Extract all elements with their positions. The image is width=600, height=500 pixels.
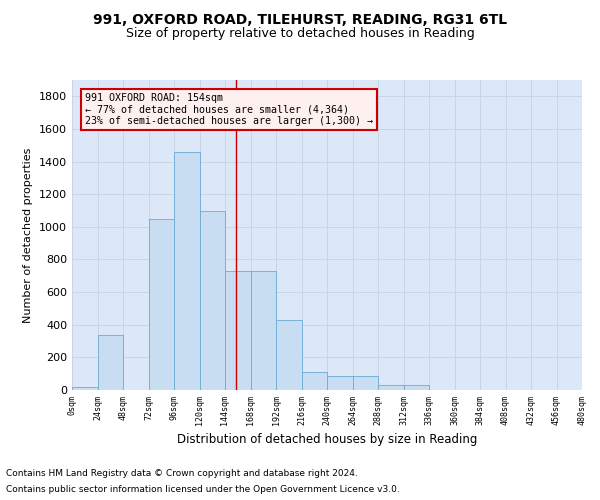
Bar [251, 271, 276, 390]
Bar [199, 210, 225, 390]
Bar [404, 385, 429, 390]
Y-axis label: Number of detached properties: Number of detached properties [23, 148, 34, 322]
X-axis label: Distribution of detached houses by size in Reading: Distribution of detached houses by size … [177, 433, 477, 446]
Bar [72, 386, 97, 390]
Text: Size of property relative to detached houses in Reading: Size of property relative to detached ho… [125, 28, 475, 40]
Bar [378, 385, 404, 390]
Bar [353, 376, 378, 390]
Bar [174, 152, 199, 390]
Bar [276, 320, 302, 390]
Bar [302, 372, 327, 390]
Text: Contains public sector information licensed under the Open Government Licence v3: Contains public sector information licen… [6, 485, 400, 494]
Text: 991, OXFORD ROAD, TILEHURST, READING, RG31 6TL: 991, OXFORD ROAD, TILEHURST, READING, RG… [93, 12, 507, 26]
Bar [97, 334, 123, 390]
Text: Contains HM Land Registry data © Crown copyright and database right 2024.: Contains HM Land Registry data © Crown c… [6, 468, 358, 477]
Text: 991 OXFORD ROAD: 154sqm
← 77% of detached houses are smaller (4,364)
23% of semi: 991 OXFORD ROAD: 154sqm ← 77% of detache… [85, 93, 373, 126]
Bar [327, 376, 353, 390]
Bar [225, 271, 251, 390]
Bar [149, 218, 174, 390]
